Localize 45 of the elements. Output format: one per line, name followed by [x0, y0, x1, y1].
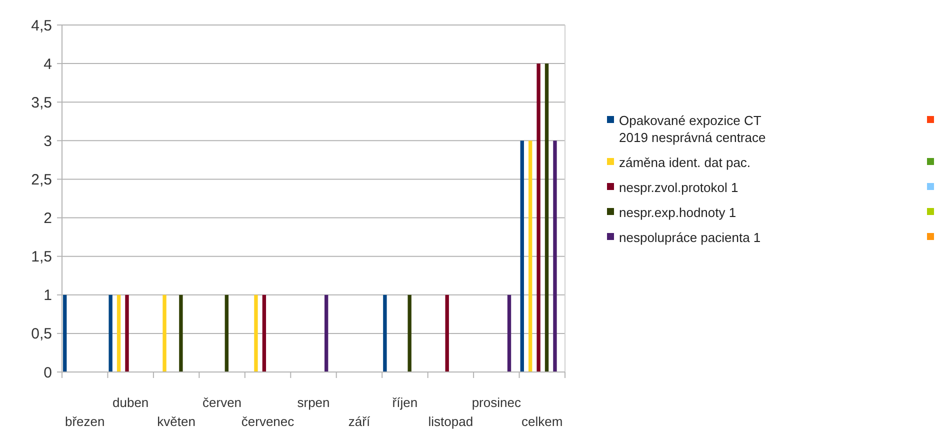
y-tick-label: 0 [44, 364, 52, 382]
bar [408, 294, 412, 372]
bar [507, 294, 512, 372]
bar [324, 294, 328, 372]
bar [536, 64, 540, 372]
bar [544, 64, 549, 372]
y-tick-label: 3,5 [31, 94, 52, 112]
y-tick-label: 2,5 [31, 171, 52, 188]
y-tick-label: 4 [44, 56, 52, 73]
legend-label: nespolupráce pacienta 1 [619, 230, 761, 245]
bar [262, 294, 266, 372]
x-tick-label: červen [202, 395, 242, 410]
bar [553, 140, 557, 372]
legend-label: Opakované expozice CT 2019 nesprávná centrace [619, 113, 766, 145]
bar [383, 294, 387, 372]
legend-label: nespr.exp.hodnoty 1 [619, 205, 736, 220]
y-tick-label: 1 [44, 287, 52, 304]
bar [63, 294, 67, 372]
bar [224, 294, 229, 372]
bar [520, 140, 524, 372]
x-tick-label: září [348, 414, 370, 429]
bar [162, 294, 166, 372]
y-tick-label: 2 [44, 210, 52, 228]
y-tick-label: 3 [44, 132, 52, 150]
x-tick-label: listopad [428, 414, 474, 429]
y-tick-label: 1,5 [31, 248, 52, 266]
bar [108, 294, 112, 372]
bar [528, 140, 532, 372]
x-tick-label: květen [157, 414, 196, 429]
x-tick-label: červenec [241, 414, 295, 429]
legend-label: nespr.zvol.protokol 1 [619, 180, 738, 195]
bar [254, 294, 258, 372]
bar [445, 294, 449, 372]
x-tick-label: říjen [392, 395, 418, 410]
legend-label: záměna ident. dat pac. [619, 155, 751, 170]
x-tick-label: srpen [297, 395, 330, 410]
bar [125, 294, 129, 372]
y-tick-label: 4,5 [31, 17, 52, 34]
x-tick-label: březen [64, 414, 105, 429]
y-tick-label: 0,5 [31, 326, 52, 343]
x-tick-label: prosinec [472, 395, 522, 410]
x-tick-label: celkem [522, 414, 563, 429]
x-tick-label: duben [112, 395, 149, 410]
bar [179, 294, 183, 372]
bar [116, 294, 121, 372]
